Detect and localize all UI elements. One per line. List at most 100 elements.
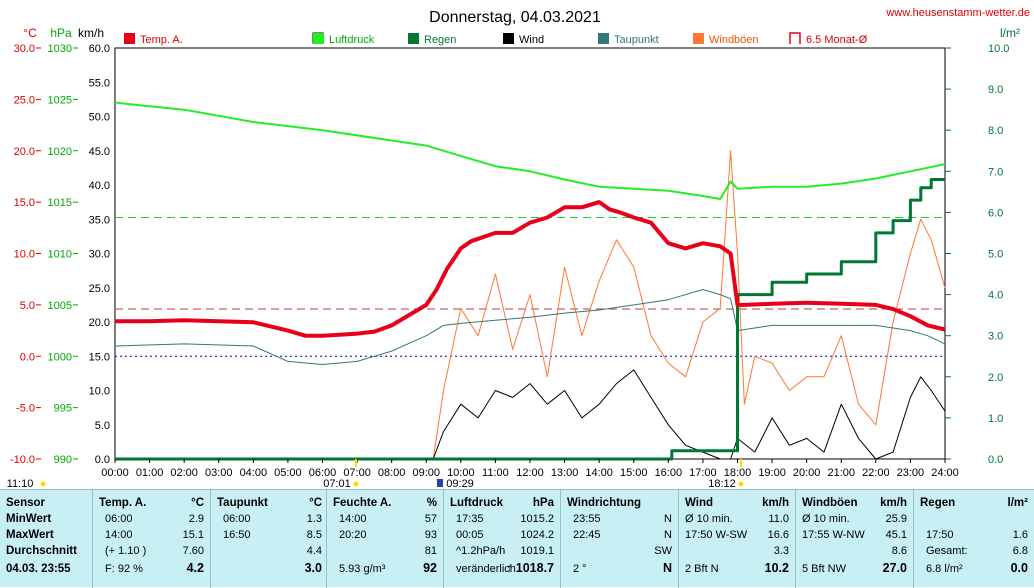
- feuchte-header: Feuchte A.: [333, 497, 392, 509]
- pressure-tick-label: 1010: [48, 249, 72, 261]
- windboeen-unit: km/h: [880, 497, 907, 509]
- legend-swatch: [789, 32, 801, 44]
- axis-ticks: 30.0 1030 25.0 1025 20.0 1020 15.0 1015 10.0 1010…: [10, 43, 1010, 466]
- row-label-current: 04.03. 23:55: [6, 563, 71, 575]
- windboeen-row1-value: 45.1: [885, 529, 907, 541]
- feuchte-row3-label: 5.93 g/m³: [339, 563, 386, 575]
- wind-tick-label: 10.0: [89, 386, 110, 398]
- windboeen-row3-label: 5 Bft NW: [802, 563, 847, 575]
- legend-label: 6.5 Monat-Ø: [806, 34, 868, 46]
- row-label-max: MaxWert: [6, 529, 54, 541]
- feuchte-row3-value: 92: [423, 561, 437, 575]
- x-axis: 00:00 01:00 02:00 03:00 04:00 05:00 06:00 07:00…: [7, 459, 959, 489]
- weather-chart: Donnerstag, 04.03.2021 www.heusenstamm-w…: [7, 7, 1030, 489]
- hour-tick-label: 08:00: [378, 467, 406, 479]
- dewpoint-column: Taupunkt °C 06:00 1.3 16:50 8.5 4.4 3.0: [210, 490, 328, 588]
- temp-row3-label: F: 92 %: [105, 563, 143, 575]
- sunshine-marker-label: 11:10: [7, 478, 34, 489]
- taupunkt-row2-value: 4.4: [306, 545, 322, 557]
- temp-tick-label: 0.0: [20, 351, 35, 363]
- regen-row3-label: 6.8 l/m²: [926, 563, 963, 575]
- pressure-tick-label: 1020: [48, 146, 72, 158]
- wind-tick-label: 20.0: [89, 317, 110, 329]
- luftdruck-row1-value: 1024.2: [520, 529, 554, 541]
- luftdruck-row3-label: veränderlich: [456, 563, 516, 575]
- taupunkt-row0-label: 06:00: [223, 513, 251, 525]
- taupunkt-row3-value: 3.0: [304, 561, 322, 575]
- temp-row0-label: 06:00: [105, 513, 133, 525]
- luftdruck-unit: hPa: [532, 497, 554, 509]
- legend-label: Taupunkt: [614, 34, 659, 46]
- pressure-unit-label: hPa: [50, 26, 72, 40]
- sensor-column: Sensor MinWert MaxWert Durchschnitt 04.0…: [0, 490, 92, 588]
- wind-unit-label: km/h: [78, 26, 104, 40]
- hour-tick-label: 07:00: [343, 467, 371, 479]
- site-link[interactable]: www.heusenstamm-wetter.de: [885, 7, 1030, 19]
- hour-tick-label: 00:00: [101, 467, 129, 479]
- luftdruck-trend-arrow: ↑: [506, 561, 513, 575]
- temp-unit-label: °C: [23, 26, 37, 40]
- reference-lines: [115, 217, 945, 357]
- wind-tick-label: 0.0: [95, 454, 110, 466]
- windrichtung-header: Windrichtung: [567, 497, 641, 509]
- pressure-tick-label: 1005: [48, 300, 72, 312]
- temp-row2-label: (+ 1.10 ): [105, 545, 147, 557]
- pressure-tick-label: 995: [54, 403, 72, 415]
- rain-tick-label: 5.0: [988, 249, 1003, 261]
- hour-tick-label: 20:00: [793, 467, 821, 479]
- regen-header: Regen: [920, 497, 956, 509]
- legend-swatch: [313, 33, 324, 44]
- windrichtung-row3-label: 2 °: [573, 563, 587, 575]
- series-regen-line: [115, 178, 945, 461]
- sunrise-marker-label: 07:01: [323, 478, 351, 489]
- pressure-tick-label: 1015: [48, 197, 72, 209]
- luftdruck-row0-label: 17:35: [456, 513, 484, 525]
- hour-tick-label: 17:00: [689, 467, 717, 479]
- series-temp-a-line: [115, 200, 946, 338]
- row-label-avg: Durchschnitt: [6, 545, 77, 557]
- sun-dot: [40, 481, 46, 487]
- taupunkt-row1-value: 8.5: [306, 529, 322, 541]
- taupunkt-row0-value: 1.3: [306, 513, 322, 525]
- windrichtung-row0-label: 23:55: [573, 513, 601, 525]
- pressure-tick-label: 1030: [48, 43, 72, 55]
- hour-tick-label: 12:00: [516, 467, 544, 479]
- temp-column: Temp. A. °C 06:00 2.9 14:00 15.1 (+ 1.10 ) 7.60…: [92, 490, 210, 588]
- hour-tick-label: 23:00: [897, 467, 925, 479]
- temp-tick-label: 30.0: [14, 43, 35, 55]
- windrichtung-row1-value: N: [664, 529, 672, 541]
- rain-tick-label: 10.0: [988, 43, 1009, 55]
- pressure-tick-label: 990: [54, 454, 72, 466]
- luftdruck-row3-value: 1018.7: [515, 561, 554, 575]
- wind-row3-value: 10.2: [764, 561, 789, 575]
- feuchte-row0-value: 57: [424, 513, 437, 525]
- rain-tick-label: 9.0: [988, 84, 1003, 96]
- regen-row1-value: 1.6: [1012, 529, 1028, 541]
- rain-tick-label: 8.0: [988, 125, 1003, 137]
- wind-row0-value: 11.0: [768, 513, 789, 525]
- temp-tick-label: -10.0: [10, 454, 35, 466]
- wind-header: Wind: [685, 497, 713, 509]
- regen-row3-value: 0.0: [1010, 561, 1028, 575]
- hour-tick-label: 19:00: [758, 467, 786, 479]
- rain-tick-label: 0.0: [988, 454, 1003, 466]
- legend-label: Luftdruck: [329, 34, 375, 46]
- legend-swatch: [408, 33, 419, 44]
- wind-direction-column: Windrichtung 23:55 N 22:45 N SW 2 ° N: [560, 490, 678, 588]
- humidity-column: Feuchte A.% 14:00 57 20:20 93 81 5.93 g/m³ 92: [326, 490, 443, 588]
- wind-unit: km/h: [762, 497, 789, 509]
- temp-tick-label: -5.0: [16, 403, 35, 415]
- temp-tick-label: 15.0: [14, 197, 35, 209]
- temp-row1-value: 15.1: [182, 529, 204, 541]
- plot-area: [114, 47, 946, 460]
- feuchte-row0-label: 14:00: [339, 513, 367, 525]
- legend-swatch: [124, 33, 135, 44]
- hour-tick-label: 21:00: [827, 467, 855, 479]
- hour-tick-label: 11:00: [482, 467, 509, 479]
- temp-unit: °C: [191, 497, 204, 509]
- wind-tick-label: 30.0: [89, 249, 110, 261]
- legend-label: Wind: [519, 34, 544, 46]
- legend-label: Windböen: [709, 34, 759, 46]
- hour-tick-label: 24:00: [931, 467, 959, 479]
- rain-unit-label: l/m²: [1000, 26, 1020, 40]
